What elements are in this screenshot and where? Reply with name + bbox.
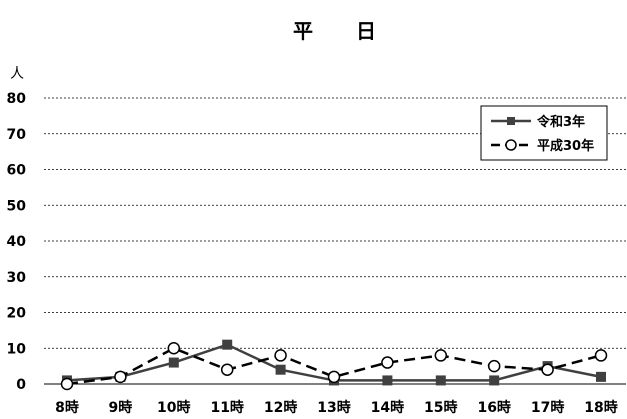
data-point-circle xyxy=(327,370,341,384)
y-tick-label: 80 xyxy=(7,91,27,107)
data-point-circle xyxy=(167,342,181,355)
y-tick-label: 0 xyxy=(16,377,26,393)
x-tick-label: 14時 xyxy=(371,399,404,416)
data-point-circle xyxy=(594,349,608,362)
x-tick-label: 17時 xyxy=(531,399,564,416)
y-tick-label: 10 xyxy=(7,341,27,357)
x-tick-label: 10時 xyxy=(157,399,190,416)
data-point-square xyxy=(382,375,393,386)
data-point-square xyxy=(489,375,500,386)
data-point-circle xyxy=(220,363,234,376)
data-point-circle xyxy=(60,377,74,391)
x-tick-label: 18時 xyxy=(584,399,617,416)
data-point-circle xyxy=(487,359,501,373)
x-tick-label: 11時 xyxy=(210,399,243,416)
x-tick-label: 8時 xyxy=(55,399,79,416)
legend: 令和3年 平成30年 xyxy=(480,105,608,161)
series-markers xyxy=(60,339,608,391)
y-tick-label: 20 xyxy=(7,306,27,322)
x-tick-label: 9時 xyxy=(109,399,133,416)
data-point-circle xyxy=(434,349,448,362)
x-tick-label: 12時 xyxy=(264,399,297,416)
y-axis-label: 人 xyxy=(10,66,24,82)
y-tick-label: 70 xyxy=(7,127,27,143)
legend-label-reiwa3: 令和3年 xyxy=(537,114,585,130)
y-tick-label: 60 xyxy=(7,163,27,179)
legend-marker-reiwa3 xyxy=(507,117,515,125)
x-tick-label: 13時 xyxy=(317,399,350,416)
data-point-square xyxy=(222,339,233,350)
x-tick-label: 16時 xyxy=(477,399,510,416)
legend-box xyxy=(480,105,608,161)
data-point-circle xyxy=(541,363,554,376)
chart-title: 平 日 xyxy=(293,19,377,43)
legend-marker-heisei30 xyxy=(505,139,517,151)
data-point-circle xyxy=(274,349,287,362)
y-tick-labels: 0 10 20 30 40 50 60 70 80 xyxy=(7,91,27,393)
data-point-square xyxy=(435,375,446,386)
data-point-square xyxy=(168,357,179,368)
y-tick-label: 30 xyxy=(7,270,27,286)
series-line-1 xyxy=(66,346,602,386)
y-tick-label: 50 xyxy=(7,198,27,214)
x-tick-label: 15時 xyxy=(424,399,457,416)
data-point-square xyxy=(596,371,606,382)
x-tick-labels: 8時 9時 10時 11時 12時 13時 14時 15時 16時 17時 18時 xyxy=(55,399,618,416)
data-point-circle xyxy=(114,370,127,384)
legend-label-heisei30: 平成30年 xyxy=(537,138,594,154)
data-point-square xyxy=(275,364,286,375)
y-tick-label: 40 xyxy=(7,234,27,250)
data-point-circle xyxy=(381,356,394,369)
